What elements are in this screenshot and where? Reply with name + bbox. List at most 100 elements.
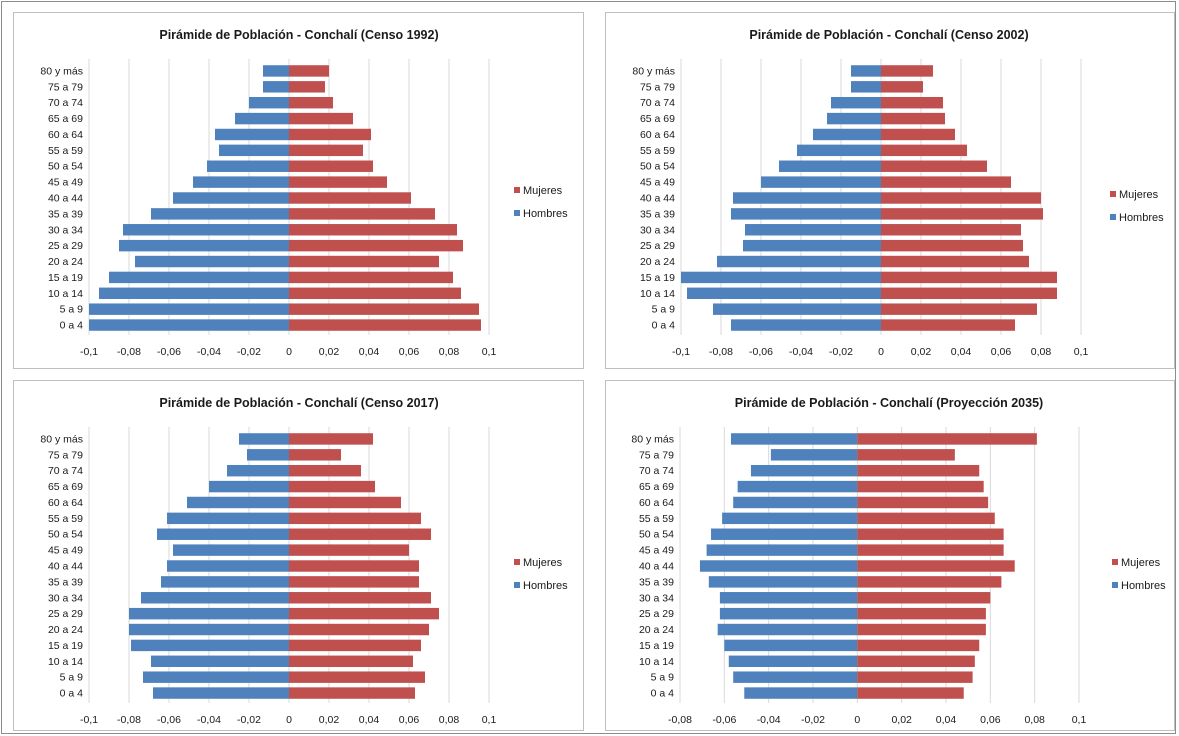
y-category-label: 15 a 19 (639, 640, 674, 652)
y-category-label: 80 y más (40, 433, 83, 445)
x-tick-label: 0,02 (319, 714, 340, 726)
y-category-label: 0 a 4 (60, 688, 84, 700)
bar-mujeres (289, 144, 363, 157)
bar-hombres (129, 607, 289, 620)
y-category-label: 60 a 64 (639, 497, 674, 509)
y-category-label: 5 a 9 (651, 672, 675, 684)
pyramid-chart-2017: Pirámide de Población - Conchalí (Censo … (40, 396, 568, 726)
y-category-label: 30 a 34 (48, 224, 83, 236)
x-tick-label: -0,06 (157, 346, 181, 358)
y-category-label: 20 a 24 (48, 256, 83, 268)
bar-hombres (89, 303, 289, 315)
y-category-label: 10 a 14 (639, 656, 674, 668)
y-category-label: 65 a 69 (640, 113, 675, 125)
y-category-label: 45 a 49 (48, 177, 83, 189)
bar-hombres (173, 192, 289, 204)
y-category-label: 55 a 59 (48, 145, 83, 157)
bar-hombres (851, 65, 881, 77)
legend-swatch (514, 187, 520, 193)
x-tick-label: -0,1 (80, 346, 98, 358)
bar-mujeres (289, 224, 457, 236)
bar-hombres (745, 224, 881, 236)
bar-hombres (687, 287, 881, 300)
bar-mujeres (289, 449, 341, 461)
bar-hombres (717, 623, 858, 636)
bar-hombres (235, 112, 289, 125)
bar-hombres (770, 449, 858, 461)
bar-hombres (731, 319, 881, 331)
bar-mujeres (857, 433, 1037, 445)
x-tick-label: 0,06 (399, 346, 420, 358)
y-category-label: 55 a 59 (48, 513, 83, 525)
y-category-label: 80 y más (631, 433, 674, 445)
bar-hombres (717, 255, 881, 268)
x-tick-label: -0,06 (157, 714, 181, 726)
bar-mujeres (289, 528, 431, 540)
chart-title: Pirámide de Población - Conchalí (Proyec… (735, 396, 1043, 410)
y-category-label: 75 a 79 (640, 81, 675, 93)
bar-hombres (209, 480, 289, 493)
bar-mujeres (857, 687, 964, 699)
bar-mujeres (289, 160, 373, 172)
y-category-label: 65 a 69 (48, 113, 83, 125)
x-tick-label: 0,06 (980, 714, 1001, 726)
bar-hombres (249, 96, 289, 109)
y-category-label: 5 a 9 (60, 672, 84, 684)
y-category-label: 15 a 19 (48, 640, 83, 652)
bar-hombres (831, 96, 881, 109)
bar-mujeres (881, 192, 1041, 204)
bar-mujeres (857, 607, 986, 620)
bar-hombres (109, 271, 289, 284)
legend-label: Mujeres (1121, 557, 1161, 569)
x-tick-label: 0 (286, 346, 292, 358)
bar-mujeres (289, 112, 353, 125)
bar-hombres (699, 560, 858, 572)
bar-hombres (151, 655, 289, 668)
y-category-label: 75 a 79 (639, 449, 674, 461)
bar-mujeres (857, 480, 984, 493)
bar-hombres (797, 144, 881, 157)
x-tick-label: 0,04 (359, 346, 380, 358)
bar-mujeres (289, 560, 419, 572)
bar-hombres (119, 239, 289, 252)
bar-hombres (733, 496, 858, 509)
bar-mujeres (881, 255, 1029, 268)
bar-mujeres (881, 128, 955, 141)
y-category-label: 15 a 19 (48, 272, 83, 284)
bar-hombres (157, 528, 289, 540)
bar-hombres (681, 271, 881, 284)
y-category-label: 40 a 44 (639, 561, 674, 573)
y-category-label: 35 a 39 (48, 208, 83, 220)
bar-hombres (161, 576, 289, 588)
x-tick-label: -0,06 (749, 346, 773, 358)
bar-mujeres (289, 176, 387, 188)
bar-mujeres (881, 239, 1023, 252)
y-category-label: 60 a 64 (48, 129, 83, 141)
legend-swatch (1112, 559, 1118, 565)
bar-hombres (730, 433, 858, 445)
y-category-label: 70 a 74 (640, 97, 675, 109)
y-category-label: 5 a 9 (60, 304, 84, 316)
y-category-label: 60 a 64 (48, 497, 83, 509)
chart-panel-2002: Pirámide de Población - Conchalí (Censo … (605, 12, 1175, 369)
x-tick-label: -0,04 (197, 714, 221, 726)
x-tick-label: 0,08 (1024, 714, 1045, 726)
legend-label: Mujeres (1119, 189, 1159, 201)
y-category-label: 55 a 59 (640, 145, 675, 157)
y-category-label: 25 a 29 (640, 240, 675, 252)
y-category-label: 25 a 29 (639, 608, 674, 620)
bar-mujeres (881, 287, 1057, 300)
y-category-label: 40 a 44 (640, 193, 675, 205)
bar-hombres (215, 128, 289, 141)
x-tick-label: 0,1 (1072, 714, 1087, 726)
bar-mujeres (857, 496, 989, 509)
x-tick-label: 0,04 (936, 714, 957, 726)
bar-hombres (123, 224, 289, 236)
x-tick-label: -0,02 (829, 346, 853, 358)
bar-hombres (129, 623, 289, 636)
bar-hombres (761, 176, 881, 188)
y-category-label: 65 a 69 (639, 481, 674, 493)
bar-mujeres (289, 639, 421, 652)
bar-hombres (131, 639, 289, 652)
y-category-label: 45 a 49 (640, 177, 675, 189)
